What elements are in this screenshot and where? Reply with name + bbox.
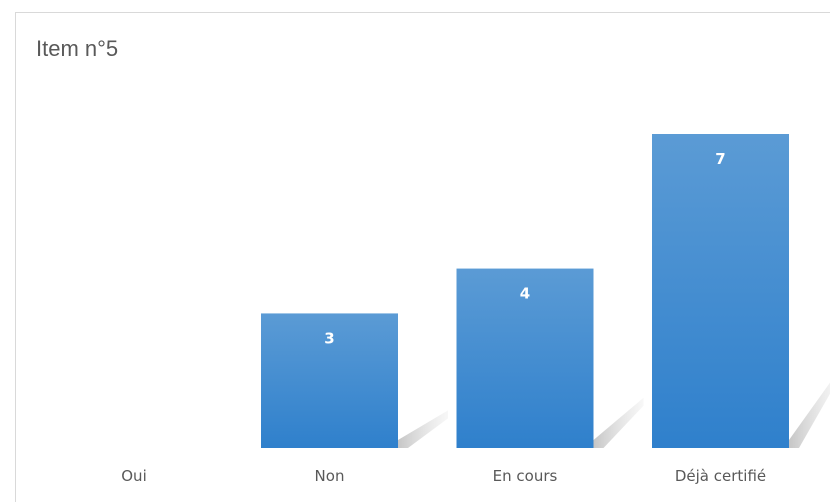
bar-shadow-non [398,410,448,448]
bar-chart: 3 4 7 Oui Non En cours Déjà certifié [121,134,830,485]
category-label-oui: Oui [121,467,146,485]
data-label-non: 3 [324,329,334,347]
category-label-non: Non [315,467,345,485]
bar-deja-certifie [652,134,789,448]
bar-shadow-en-cours [593,397,644,448]
category-label-deja-certifie: Déjà certifié [675,467,766,485]
bar-en-cours [456,268,594,448]
bar-shadow-deja-certifie [789,382,830,448]
category-label-en-cours: En cours [493,467,558,485]
bar-non [261,313,398,448]
data-label-en-cours: 4 [520,285,530,303]
chart-title: Item n°5 [36,36,119,61]
data-label-deja-certifie: 7 [715,150,725,168]
